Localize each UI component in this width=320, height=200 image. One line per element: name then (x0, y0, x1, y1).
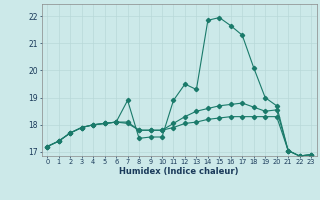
X-axis label: Humidex (Indice chaleur): Humidex (Indice chaleur) (119, 167, 239, 176)
